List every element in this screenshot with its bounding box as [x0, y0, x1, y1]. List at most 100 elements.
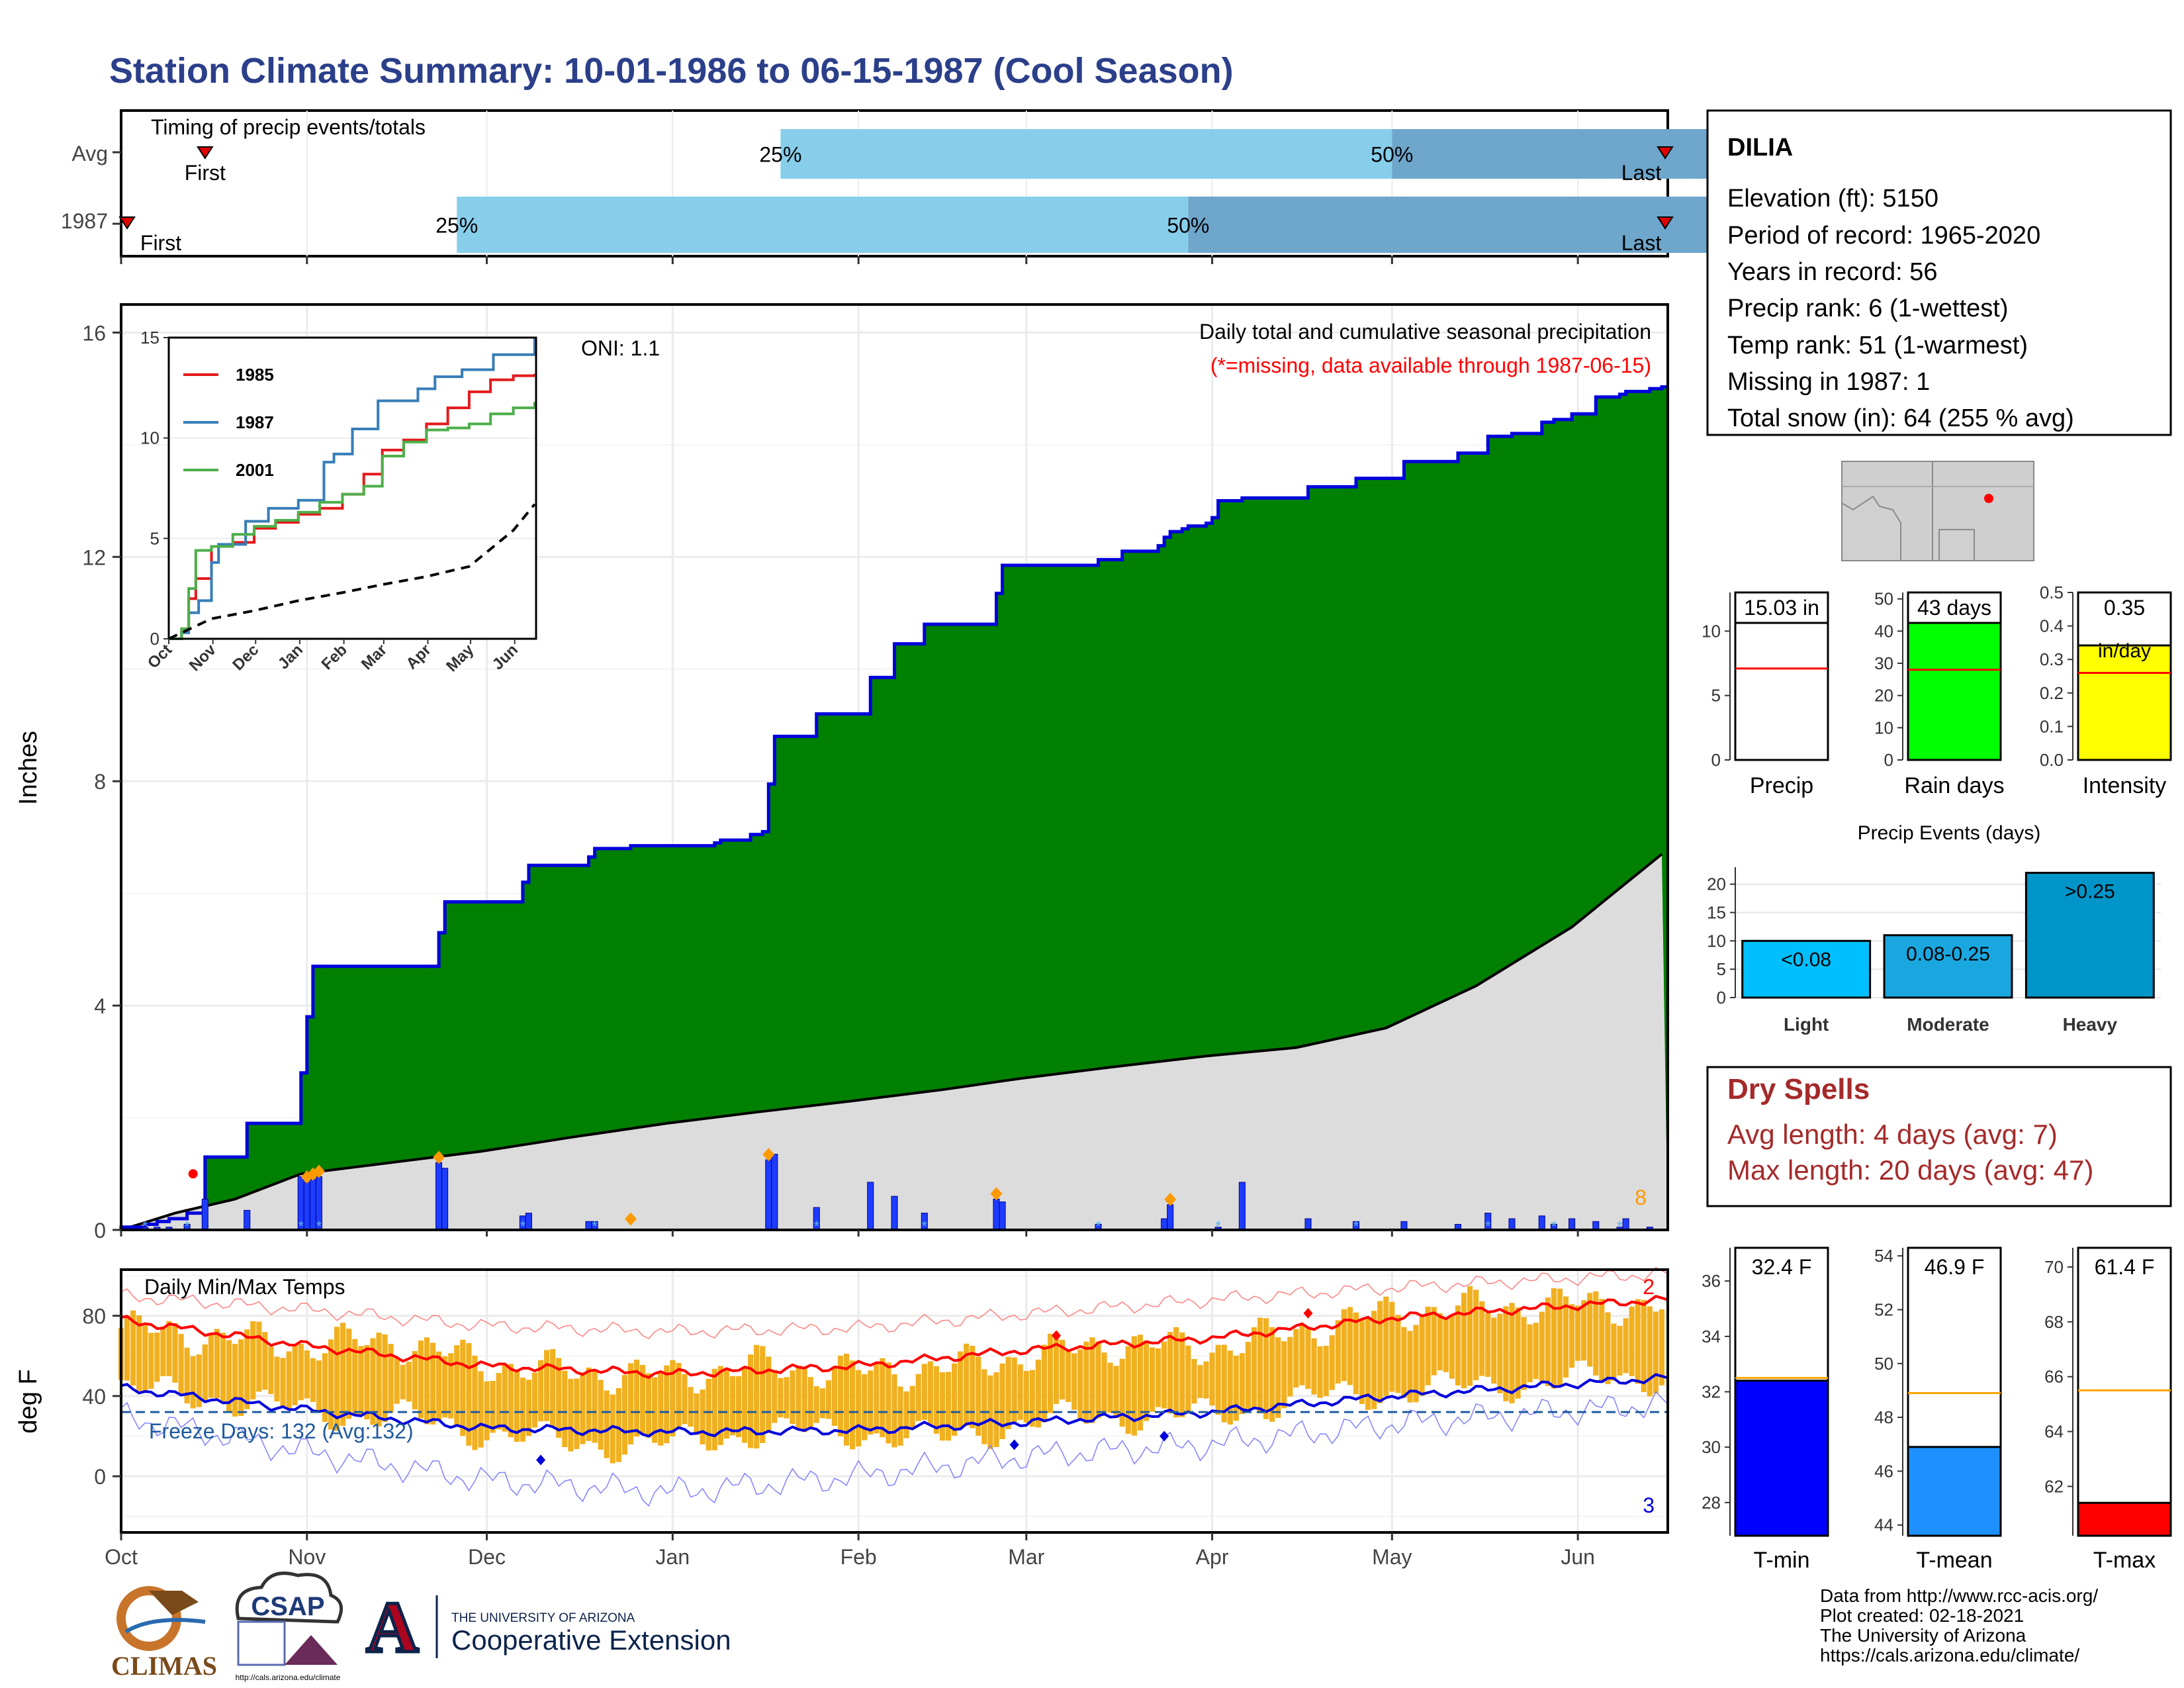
station-info-frame: [1706, 109, 2172, 436]
record-low-count: 3: [1643, 1493, 1655, 1517]
record-low-marker: [1009, 1439, 1019, 1450]
daily-temp-bar: [550, 1349, 556, 1428]
daily-temp-bar: [364, 1344, 370, 1420]
temp-mini-ytick-label-tmin: 30: [1702, 1437, 1721, 1457]
daily-temp-bar: [316, 1360, 322, 1411]
daily-temp-bar: [1275, 1337, 1281, 1419]
snow-day-marker: *: [922, 1218, 928, 1235]
daily-temp-bar: [466, 1342, 472, 1446]
daily-temp-bar: [274, 1356, 280, 1402]
daily-temp-bar: [1233, 1355, 1239, 1421]
daily-temp-bar: [615, 1387, 621, 1462]
daily-temp-bar: [1066, 1349, 1071, 1402]
ua-logo: A THE UNIVERSITY OF ARIZONA Cooperative …: [363, 1585, 731, 1669]
daily-temp-bar: [1077, 1349, 1083, 1419]
temp-mini-ytick-label-tmax: 70: [2044, 1257, 2064, 1277]
daily-temp-bar: [1035, 1359, 1041, 1428]
flag-count: 8: [1635, 1186, 1647, 1209]
daily-temp-bar: [250, 1321, 256, 1400]
snow-day-marker: *: [1215, 1218, 1221, 1235]
daily-temp-bar: [190, 1356, 196, 1409]
daily-precip-bar: [993, 1198, 1000, 1231]
tmin-normal-line: [120, 1373, 1668, 1438]
precip-ytick-label: 12: [82, 545, 106, 569]
temp-ytick-label: 0: [94, 1465, 106, 1489]
daily-temp-bar: [358, 1346, 364, 1415]
info-line-precip-rank: Precip rank: 6 (1-wettest): [1727, 295, 2008, 322]
record-high-marker: [1303, 1307, 1313, 1319]
daily-precip-bar: [891, 1196, 898, 1231]
mini-ytick-label-intensity: 0.2: [2040, 683, 2064, 703]
daily-temp-bar: [178, 1334, 184, 1393]
dry-spells-title: Dry Spells: [1727, 1073, 1870, 1105]
daily-precip-bar: [999, 1201, 1006, 1231]
daily-temp-bar: [778, 1378, 784, 1418]
mini-ytick-label-raindays: 10: [1874, 718, 1893, 737]
daily-temp-bar: [1425, 1306, 1431, 1385]
temp-mini-ytick-label-tmin: 36: [1702, 1271, 1721, 1291]
mini-value-raindays: 43 days: [1917, 596, 1991, 620]
record-low-line: [120, 1390, 1668, 1507]
daily-temp-bar: [1023, 1371, 1029, 1423]
daily-temp-bar: [220, 1333, 226, 1404]
daily-temp-bar: [1239, 1353, 1245, 1415]
daily-precip-bar: [1304, 1218, 1312, 1231]
first-label-avg: First: [185, 161, 226, 185]
daily-temp-bar: [1029, 1370, 1035, 1427]
daily-temp-bar: [610, 1394, 615, 1464]
info-line-missing: Missing in 1987: 1: [1727, 368, 1930, 396]
daily-temp-bar: [226, 1340, 232, 1411]
flagged-day-marker: [433, 1150, 445, 1164]
daily-temp-bar: [1431, 1307, 1437, 1376]
daily-temp-bar: [1623, 1318, 1629, 1374]
mini-value-box-intensity: [2077, 591, 2172, 647]
daily-temp-bar: [544, 1350, 550, 1421]
timing-panel: Timing of precip events/totals 25%50%75%…: [61, 109, 2049, 258]
daily-precip-bar: [309, 1179, 316, 1231]
daily-temp-bar: [801, 1368, 807, 1432]
daily-temp-bar: [1497, 1313, 1503, 1393]
daily-temp-bar: [340, 1323, 346, 1427]
daily-temp-bar: [1317, 1346, 1323, 1398]
daily-precip-bar: [244, 1209, 251, 1231]
daily-temp-bar: [586, 1367, 592, 1441]
daily-temp-bar: [1335, 1320, 1341, 1383]
daily-temp-bar: [748, 1354, 754, 1448]
daily-precip-bar: [771, 1154, 778, 1231]
month-label: Mar: [1008, 1545, 1044, 1569]
timing-label-50-1987: 50%: [1167, 214, 1209, 238]
temp-ylabel: deg F: [15, 1369, 42, 1433]
daily-temp-bar: [280, 1358, 286, 1408]
daily-temp-bar: [1659, 1309, 1665, 1385]
daily-temp-bar: [705, 1378, 711, 1451]
daily-temp-bar: [850, 1360, 856, 1450]
daily-temp-bar: [1131, 1336, 1137, 1436]
inset-legend-label-2001: 2001: [236, 460, 274, 480]
flagged-day-marker: [1164, 1192, 1177, 1206]
daily-temp-bar: [1011, 1357, 1017, 1422]
csap-logo-cloud: [235, 1571, 343, 1624]
daily-temp-bar: [1635, 1299, 1641, 1384]
events-bar-label-heavy: >0.25: [2065, 881, 2115, 903]
mini-bar-intensity: [2077, 641, 2172, 761]
daily-temp-bar: [394, 1357, 400, 1404]
daily-temp-bar: [166, 1321, 172, 1376]
timing-bar-q25-q50-1987: [457, 197, 1189, 253]
daily-temp-bar: [130, 1310, 136, 1386]
daily-temp-bar: [868, 1370, 874, 1435]
daily-temp-bar: [214, 1329, 220, 1399]
temp-mini-bar-tmean: [1907, 1446, 2002, 1537]
daily-temp-bar: [1293, 1329, 1299, 1388]
daily-temp-bar: [1137, 1335, 1143, 1430]
daily-precip-bar: [303, 1182, 310, 1231]
footer-line-url: https://cals.arizona.edu/climate/: [1820, 1645, 2079, 1665]
oni-label: ONI: 1.1: [581, 336, 660, 360]
daily-temp-bar: [1173, 1327, 1179, 1418]
daily-temp-bar: [172, 1323, 178, 1383]
daily-precip-bar: [1238, 1182, 1246, 1231]
daily-temp-bar: [837, 1355, 844, 1436]
mini-ytick-label-intensity: 0.4: [2040, 616, 2064, 636]
daily-temp-bar: [1527, 1324, 1533, 1383]
missing-day-marker: [188, 1169, 198, 1179]
